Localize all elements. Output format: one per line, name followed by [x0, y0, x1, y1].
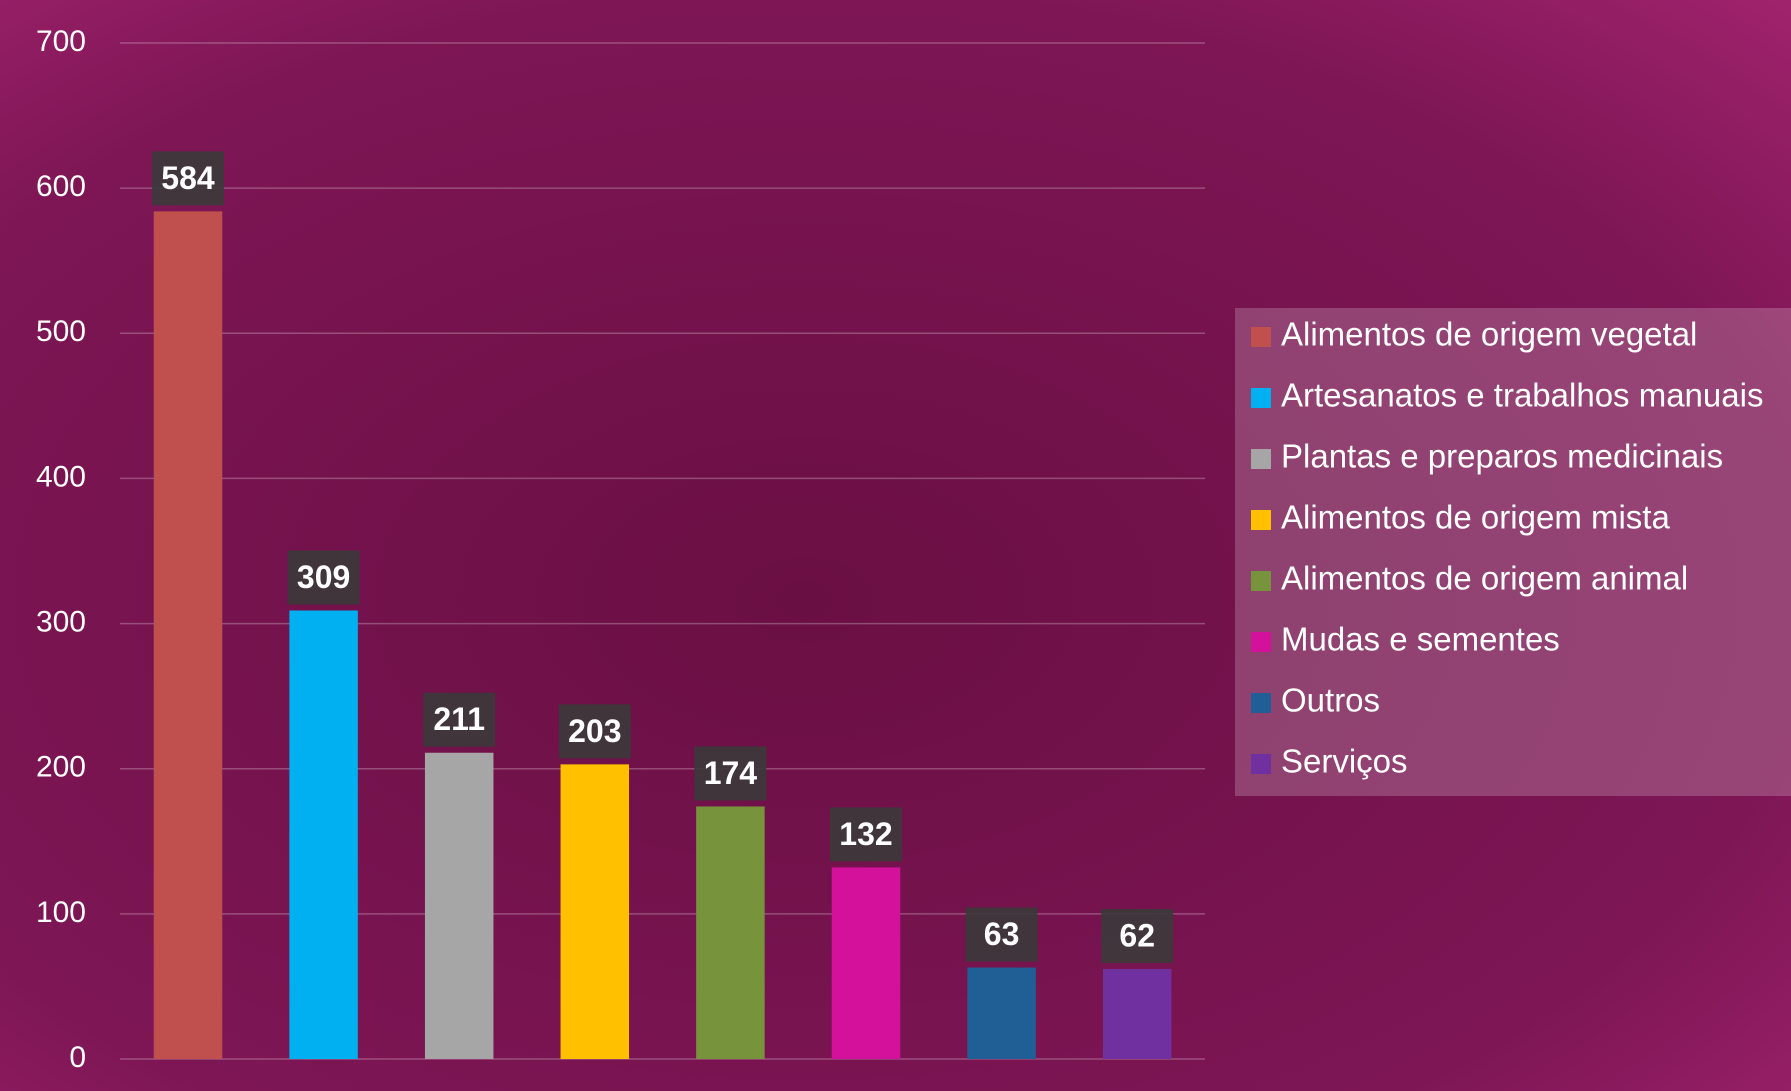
value-label: 211 — [433, 701, 485, 737]
legend-label: Plantas e preparos medicinais — [1281, 438, 1723, 475]
legend-label: Alimentos de origem animal — [1281, 560, 1688, 597]
legend-swatch — [1251, 754, 1271, 774]
value-label: 309 — [297, 559, 350, 595]
chart: 0 100 200 300 400 500 600 700 584 309 211 203 174 132… — [0, 0, 1791, 1091]
legend-swatch — [1251, 388, 1271, 408]
y-tick-label: 600 — [36, 170, 86, 203]
legend-label: Artesanatos e trabalhos manuais — [1281, 377, 1763, 414]
bar — [1103, 969, 1172, 1059]
bar — [425, 753, 494, 1059]
value-label: 584 — [161, 160, 215, 196]
legend-swatch — [1251, 510, 1271, 530]
value-label: 203 — [568, 713, 621, 749]
value-label: 63 — [984, 916, 1020, 952]
legend-label: Alimentos de origem vegetal — [1281, 316, 1697, 353]
y-tick-label: 700 — [36, 25, 86, 58]
y-tick-label: 400 — [36, 460, 86, 493]
bar — [561, 764, 630, 1059]
bar — [696, 806, 765, 1059]
y-tick-label: 300 — [36, 605, 86, 638]
bar — [832, 867, 901, 1059]
bar — [967, 968, 1036, 1059]
bar — [154, 211, 223, 1059]
value-label: 174 — [704, 755, 758, 791]
y-tick-label: 200 — [36, 751, 86, 784]
legend-swatch — [1251, 571, 1271, 591]
legend-swatch — [1251, 327, 1271, 347]
legend-label: Outros — [1281, 682, 1380, 719]
legend-label: Alimentos de origem mista — [1281, 499, 1670, 536]
page: {"chart_data": {"type": "bar", "categori… — [0, 0, 1791, 1091]
bar — [289, 611, 358, 1059]
value-label: 62 — [1119, 917, 1155, 953]
legend-swatch — [1251, 449, 1271, 469]
legend-label: Serviços — [1281, 743, 1408, 780]
y-tick-label: 500 — [36, 315, 86, 348]
value-label: 132 — [839, 816, 892, 852]
legend-swatch — [1251, 632, 1271, 652]
y-tick-label: 0 — [69, 1041, 86, 1074]
y-tick-label: 100 — [36, 896, 86, 929]
legend-label: Mudas e sementes — [1281, 621, 1560, 658]
legend-swatch — [1251, 693, 1271, 713]
